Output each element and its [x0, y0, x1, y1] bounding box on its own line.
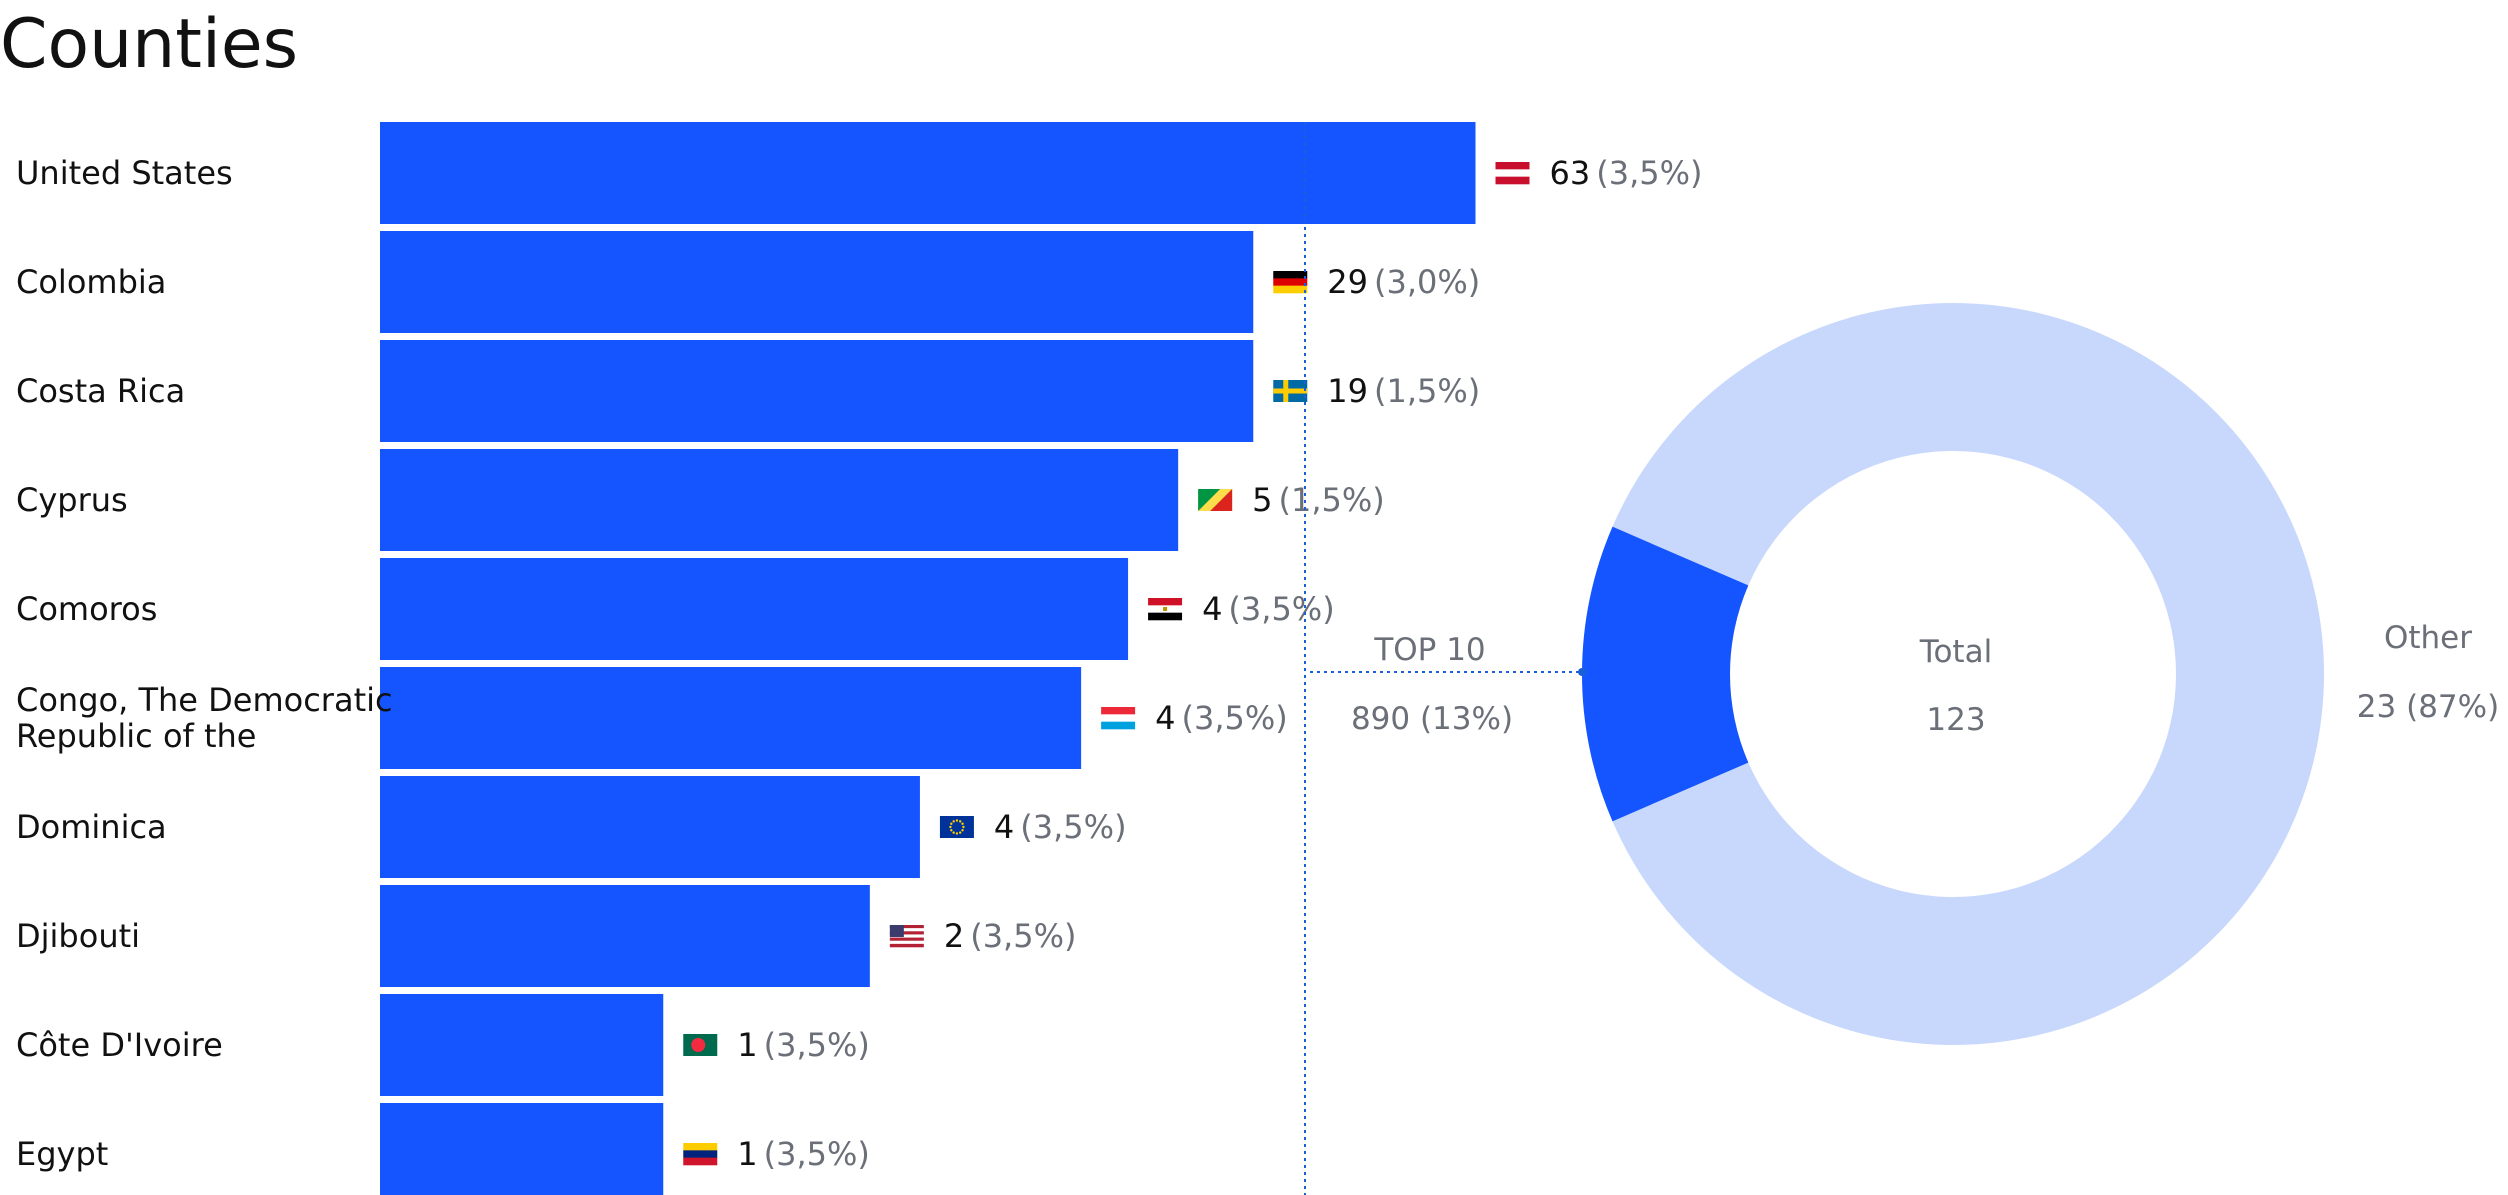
page-title: Counties	[0, 5, 299, 84]
bar[interactable]	[380, 885, 870, 987]
category-label: Côte D'Ivoire	[16, 1026, 223, 1064]
bar[interactable]	[380, 994, 664, 1096]
value-label: 2 (3,5%)	[944, 917, 1077, 955]
category-label: Djibouti	[16, 917, 140, 955]
congo-flag-icon	[1198, 489, 1233, 511]
value-label: 29 (3,0%)	[1327, 263, 1480, 301]
bangladesh-flag-icon	[683, 1034, 718, 1056]
percent-label: (3,5%)	[764, 1026, 870, 1064]
bar[interactable]	[380, 558, 1129, 660]
category-label: Comoros	[16, 590, 157, 628]
category-label: Republic of the	[16, 717, 256, 755]
bar[interactable]	[380, 1103, 664, 1195]
category-label: United States	[16, 154, 233, 192]
value-label: 4 (3,5%)	[1202, 590, 1335, 628]
value-label: 19 (1,5%)	[1327, 372, 1480, 410]
us-flag-icon	[889, 925, 924, 948]
percent-label: (1,5%)	[1374, 372, 1480, 410]
percent-label: (3,5%)	[970, 917, 1076, 955]
sweden-flag-icon	[1273, 380, 1308, 402]
percent-label: (3,5%)	[764, 1135, 870, 1173]
percent-label: (3,5%)	[1228, 590, 1334, 628]
category-label: Dominica	[16, 808, 167, 846]
bar[interactable]	[380, 667, 1082, 769]
top10-label: TOP 10	[1373, 632, 1485, 668]
bar[interactable]	[380, 449, 1179, 551]
category-label: Costa Rica	[16, 372, 185, 410]
donut-center-value: 123	[1926, 702, 1985, 738]
venezuela-flag-icon	[683, 1143, 718, 1166]
percent-label: (3,5%)	[1596, 154, 1702, 192]
category-label: Colombia	[16, 263, 166, 301]
bar[interactable]	[380, 776, 920, 878]
donut-chart: Total 123 TOP 10 890 (13%) Other 23 (87%)	[1310, 302, 2499, 1045]
other-label: Other	[2384, 620, 2472, 656]
bar[interactable]	[380, 231, 1254, 333]
bar[interactable]	[380, 122, 1476, 224]
value-label: 1 (3,5%)	[737, 1026, 870, 1064]
value-label: 1 (3,5%)	[737, 1135, 870, 1173]
category-label: Egypt	[16, 1135, 108, 1173]
donut-slice-other[interactable]	[1612, 302, 2324, 1045]
other-value: 23 (87%)	[2357, 689, 2499, 725]
leader-dot	[1578, 668, 1586, 676]
percent-label: (3,0%)	[1374, 263, 1480, 301]
donut-slice-top10[interactable]	[1582, 526, 1749, 822]
germany-flag-icon	[1273, 271, 1308, 294]
category-label: Cyprus	[16, 481, 128, 519]
percent-label: (3,5%)	[1181, 699, 1287, 737]
eu-flag-icon	[939, 816, 974, 838]
donut-center-label: Total	[1919, 634, 1992, 670]
value-label: 5 (1,5%)	[1252, 481, 1385, 519]
category-label: Congo, The Democratic	[16, 681, 393, 719]
value-label: 4 (3,5%)	[994, 808, 1127, 846]
percent-label: (3,5%)	[1020, 808, 1126, 846]
luxembourg-flag-icon	[1101, 707, 1136, 730]
austria-flag-icon	[1495, 162, 1530, 185]
top10-value: 890 (13%)	[1351, 701, 1513, 737]
value-label: 4 (3,5%)	[1155, 699, 1288, 737]
percent-label: (1,5%)	[1279, 481, 1385, 519]
egypt-flag-icon	[1148, 598, 1183, 621]
value-label: 63 (3,5%)	[1550, 154, 1703, 192]
bar[interactable]	[380, 340, 1254, 442]
